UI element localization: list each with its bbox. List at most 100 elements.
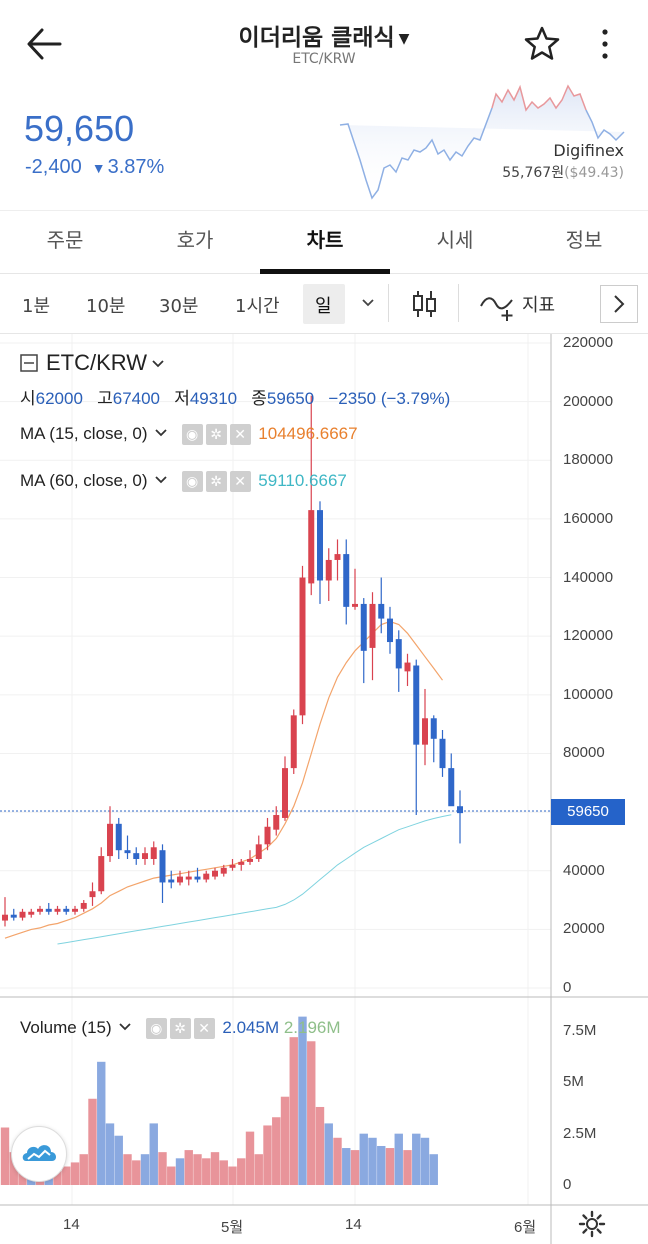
- volume-bar: [359, 1133, 368, 1185]
- selected-timeframe-bg: [303, 284, 345, 324]
- candle-body: [107, 823, 113, 857]
- volume-bar: [228, 1166, 237, 1185]
- tab-bar: 주문 호가 차트 시세 정보: [0, 210, 648, 274]
- more-menu-button[interactable]: [590, 24, 620, 64]
- candle-body: [273, 815, 280, 830]
- chart-share-fab[interactable]: [11, 1126, 67, 1182]
- candle-body: [98, 856, 105, 892]
- volume-legend: Volume (15) ◉ ✲ ✕ 2.045M 2.196M: [20, 1018, 341, 1040]
- candle-body: [360, 603, 367, 651]
- timeframe-day[interactable]: 일: [315, 296, 332, 317]
- cloud-chart-icon: [22, 1145, 57, 1161]
- volume-bar: [114, 1135, 123, 1185]
- y-tick-label: 160000: [563, 509, 614, 527]
- tab-trades[interactable]: 시세: [436, 228, 474, 252]
- chevron-down-icon[interactable]: [154, 427, 168, 439]
- ma15-value: 104496.6667: [258, 424, 358, 443]
- star-icon: [524, 26, 560, 60]
- volume-bar: [175, 1158, 185, 1185]
- change-percent: 3.87%: [107, 156, 165, 178]
- candle-body: [212, 870, 218, 877]
- candle-body: [378, 603, 385, 619]
- settings-icon[interactable]: ✲: [205, 424, 227, 446]
- candle-body: [422, 718, 428, 745]
- y-tick-label: 180000: [563, 451, 614, 469]
- visibility-icon[interactable]: ◉: [181, 471, 203, 493]
- volume-bar: [403, 1150, 412, 1185]
- price-change: -2,400 ▼ 3.87%: [25, 156, 164, 179]
- timeframe-1h[interactable]: 1시간: [235, 296, 280, 317]
- candle-body: [299, 577, 306, 716]
- change-amount: -2,400: [25, 156, 82, 178]
- chart-settings-button[interactable]: [578, 1210, 606, 1238]
- timeframe-1m[interactable]: 1분: [22, 296, 51, 317]
- candle-body: [28, 911, 35, 915]
- candlestick-type-icon[interactable]: [410, 288, 440, 320]
- tab-info[interactable]: 정보: [565, 228, 603, 252]
- volume-bar: [70, 1162, 80, 1185]
- timeframe-30m[interactable]: 30분: [159, 296, 199, 317]
- chevron-down-icon[interactable]: [118, 1021, 132, 1033]
- chevron-down-icon[interactable]: [154, 474, 168, 486]
- indicator-button[interactable]: 지표: [478, 286, 578, 322]
- open-label: 시: [20, 389, 36, 408]
- y-tick-label: 80000: [563, 744, 605, 762]
- volume-bar: [149, 1123, 158, 1185]
- timeframe-dropdown-icon[interactable]: [361, 296, 375, 310]
- page-title[interactable]: 이더리움 클래식 ▼: [0, 18, 648, 52]
- candle-body: [308, 510, 315, 584]
- candle-body: [282, 768, 288, 818]
- active-tab-indicator: [260, 269, 390, 274]
- candle-body: [203, 873, 210, 880]
- candle-body: [317, 510, 323, 581]
- exchange-usd: ($49.43): [564, 165, 624, 181]
- coin-name: 이더리움 클래식: [238, 25, 395, 51]
- volume-bar: [202, 1158, 211, 1185]
- volume-label[interactable]: Volume (15): [20, 1018, 112, 1037]
- volume-bar: [377, 1145, 386, 1185]
- close-icon[interactable]: ✕: [229, 471, 251, 493]
- chevron-down-icon[interactable]: [151, 358, 165, 370]
- favorite-button[interactable]: [522, 24, 562, 64]
- visibility-icon[interactable]: ◉: [145, 1018, 167, 1040]
- tab-orderbook[interactable]: 호가: [176, 228, 214, 252]
- tab-chart[interactable]: 차트: [306, 228, 344, 252]
- legend-symbol[interactable]: ETC/KRW: [46, 350, 148, 375]
- volume-tick-label: 7.5M: [563, 1022, 597, 1039]
- candle-body: [72, 908, 78, 912]
- back-button[interactable]: [24, 24, 64, 64]
- settings-icon[interactable]: ✲: [205, 471, 227, 493]
- volume-bar: [324, 1123, 333, 1185]
- candle-body: [352, 603, 358, 607]
- candle-body: [89, 891, 96, 898]
- toolbar-next-button[interactable]: [600, 285, 638, 323]
- timeframe-10m[interactable]: 10분: [86, 296, 126, 317]
- low-label: 저: [174, 389, 190, 408]
- ma60-label[interactable]: MA (60, close, 0): [20, 471, 148, 490]
- y-tick-label: 0: [563, 979, 572, 996]
- close-icon[interactable]: ✕: [193, 1018, 215, 1040]
- candle-body: [220, 867, 227, 874]
- last-price-tag: 59650: [551, 799, 625, 825]
- chart-grid: [0, 334, 551, 1205]
- visibility-icon[interactable]: ◉: [181, 424, 203, 446]
- y-tick-label: 100000: [563, 685, 614, 703]
- volume-bar: [123, 1154, 132, 1185]
- chart-toolbar: 1분 10분 30분 1시간 일 지표: [0, 274, 648, 334]
- sparkline-line-tail: [585, 109, 625, 142]
- back-arrow-icon: [27, 28, 62, 60]
- settings-icon[interactable]: ✲: [169, 1018, 191, 1040]
- collapse-icon[interactable]: [20, 354, 38, 372]
- volume-bar: [132, 1160, 141, 1185]
- sparkline-area: [340, 86, 624, 198]
- pair-label: ETC/KRW: [292, 51, 356, 67]
- volume-bar: [158, 1152, 167, 1185]
- ma15-label[interactable]: MA (15, close, 0): [20, 424, 148, 443]
- close-icon[interactable]: ✕: [229, 424, 251, 446]
- tab-order[interactable]: 주문: [46, 228, 84, 252]
- volume-tick-label: 0: [563, 1176, 572, 1193]
- volume-ma-value: 2.196M: [283, 1018, 341, 1037]
- ma15-legend: MA (15, close, 0) ◉ ✲ ✕ 104496.6667: [20, 424, 358, 446]
- sparkline-line-down: [339, 107, 493, 200]
